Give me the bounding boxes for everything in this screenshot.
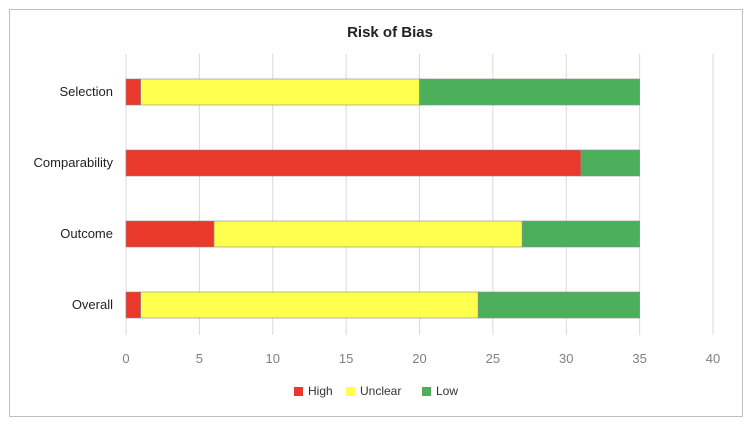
chart-frame: Risk of Bias Selection Comparability Outco… [9,9,743,417]
x-tick-label-25: 25 [486,351,500,366]
bars [125,78,640,319]
x-tick-label-10: 10 [266,351,280,366]
category-label-comparability: Comparability [34,155,114,170]
category-label-overall: Overall [72,297,113,312]
legend-swatch-high [294,387,303,396]
bar-comparability-high [125,149,582,177]
category-label-outcome: Outcome [60,226,113,241]
x-tick-label-0: 0 [122,351,129,366]
chart-title: Risk of Bias [347,24,433,41]
legend-label-unclear: Unclear [360,384,401,398]
category-labels: Selection Comparability Outcome Overall [34,84,114,312]
bar-outcome-low [521,220,640,248]
legend-swatch-unclear [346,387,355,396]
bar-selection-high [125,78,141,106]
bar-outcome-high [125,220,215,248]
legend: High Unclear Low [294,384,458,398]
bar-overall-low [477,291,640,319]
bar-outcome-unclear [213,220,523,248]
x-tick-label-15: 15 [339,351,353,366]
x-tick-labels: 0 5 10 15 20 25 30 35 40 [122,351,720,366]
risk-of-bias-chart: Risk of Bias Selection Comparability Outco… [34,24,721,398]
category-label-selection: Selection [60,84,113,99]
legend-swatch-low [422,387,431,396]
bar-comparability-low [580,149,640,177]
bar-overall-high [125,291,141,319]
x-tick-label-5: 5 [196,351,203,366]
legend-label-low: Low [436,384,458,398]
bar-selection-unclear [140,78,420,106]
x-tick-label-30: 30 [559,351,573,366]
bar-selection-low [419,78,640,106]
x-tick-label-35: 35 [632,351,646,366]
legend-label-high: High [308,384,333,398]
x-tick-label-20: 20 [412,351,426,366]
x-tick-label-40: 40 [706,351,720,366]
bar-overall-unclear [140,291,479,319]
